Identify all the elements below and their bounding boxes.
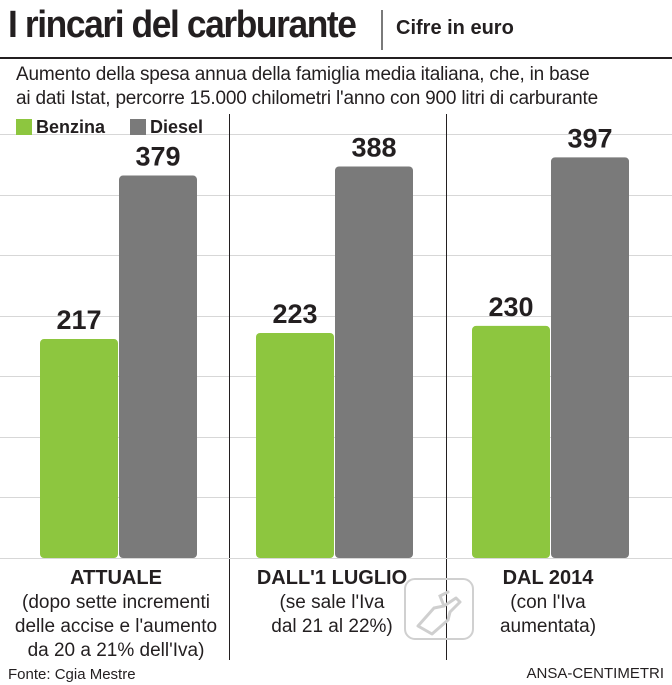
description-line-1: Aumento della spesa annua della famiglia… [16, 64, 590, 85]
fuel-nozzle-icon [404, 578, 474, 640]
legend-swatch-diesel [130, 119, 146, 135]
data-label: 217 [56, 305, 101, 335]
category-label: ATTUALE [70, 567, 162, 589]
bar-diesel [119, 175, 197, 558]
chart-subtitle: Cifre in euro [396, 17, 514, 39]
legend-label-diesel: Diesel [150, 117, 204, 137]
title-divider [381, 10, 383, 50]
credit-note: ANSA-CENTIMETRI [526, 665, 664, 682]
legend-swatch-benzina [16, 119, 32, 135]
description-line-2: ai dati Istat, percorre 15.000 chilometr… [16, 88, 598, 109]
category-note: (se sale l'Iva dal 21 al 22%) [271, 592, 393, 637]
bar-diesel [551, 157, 629, 558]
title-rule [0, 57, 672, 59]
data-label: 379 [135, 142, 180, 172]
bar-diesel [335, 166, 413, 559]
category-label: DAL 2014 [502, 567, 594, 589]
bar-benzina [472, 325, 550, 558]
bar-benzina [40, 339, 118, 558]
bar-benzina [256, 332, 334, 558]
chart-title: I rincari del carburante [8, 4, 357, 46]
data-label: 223 [272, 299, 317, 329]
category-note: (con l'Iva aumentata) [499, 592, 597, 637]
data-label: 230 [488, 292, 533, 322]
data-label: 388 [351, 132, 396, 162]
category-note: (dopo sette incrementi delle accise e l'… [14, 592, 218, 661]
category-label: DALL'1 LUGLIO [256, 567, 408, 589]
legend-label-benzina: Benzina [36, 117, 106, 137]
source-note: Fonte: Cgia Mestre [8, 666, 136, 683]
data-label: 397 [567, 123, 612, 153]
